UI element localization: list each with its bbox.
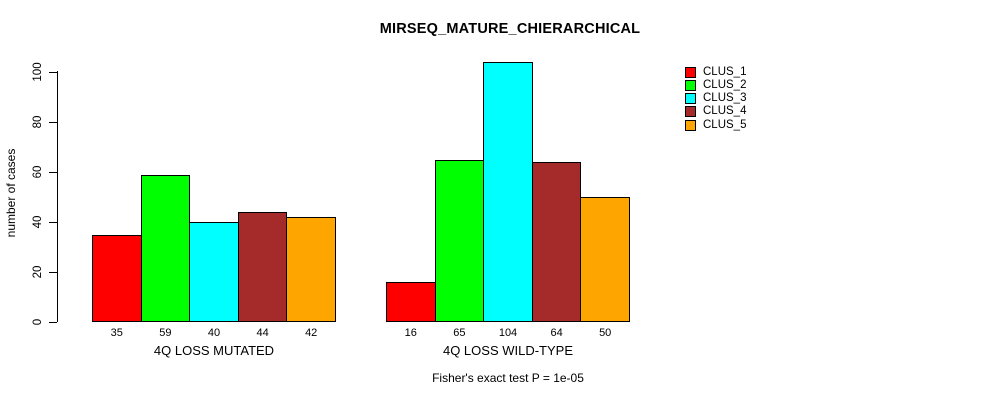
- fisher-test-footnote: Fisher's exact test P = 1e-05: [432, 371, 584, 385]
- bar-clus_5-group1: [286, 217, 336, 322]
- bar-value-label: 104: [498, 327, 518, 339]
- y-tick-label-40: 40: [32, 215, 44, 229]
- legend-label: CLUS_1: [703, 65, 747, 78]
- bar-clus_4-group1: [237, 212, 288, 322]
- y-tick-label-80: 80: [32, 115, 44, 129]
- bar-value-label: 16: [404, 327, 417, 339]
- bar-value-label: 44: [256, 327, 269, 339]
- group-label-mutated: 4Q LOSS MUTATED: [153, 343, 275, 358]
- chart-title: MIRSEQ_MATURE_CHIERARCHICAL: [379, 21, 641, 37]
- bar-clus_1-group2: [386, 282, 436, 322]
- bar-value-label: 65: [453, 327, 466, 339]
- legend-item-clus_1: CLUS_1: [685, 66, 746, 78]
- bar-clus_3-group1: [189, 222, 239, 322]
- y-tick-label-100: 100: [32, 62, 44, 82]
- legend-item-clus_4: CLUS_4: [685, 106, 746, 118]
- legend-label: CLUS_3: [703, 92, 747, 105]
- bar-clus_4-group2: [531, 162, 582, 322]
- y-tick-label-0: 0: [32, 318, 44, 326]
- legend-swatch-clus_5: [685, 119, 696, 131]
- group-label-wild-type: 4Q LOSS WILD-TYPE: [442, 343, 574, 358]
- legend-item-clus_2: CLUS_2: [685, 79, 746, 91]
- y-tick-mark-20: [49, 271, 57, 273]
- y-tick-mark-40: [49, 221, 57, 223]
- y-tick-mark-60: [49, 171, 57, 173]
- legend-swatch-clus_2: [685, 79, 696, 91]
- bar-clus_5-group2: [580, 197, 630, 322]
- bar-value-label: 35: [110, 327, 123, 339]
- legend-swatch-clus_3: [685, 93, 696, 105]
- bar-value-label: 59: [159, 327, 172, 339]
- bar-clus_1-group1: [92, 234, 142, 322]
- legend-swatch-clus_4: [685, 106, 696, 118]
- legend-label: CLUS_5: [703, 118, 747, 131]
- legend-label: CLUS_2: [703, 78, 747, 91]
- bar-clus_2-group1: [140, 174, 191, 322]
- y-tick-mark-0: [49, 321, 57, 323]
- legend-item-clus_3: CLUS_3: [685, 92, 747, 105]
- bar-clus_3-group2: [483, 62, 533, 322]
- y-axis-line: [57, 71, 58, 322]
- bar-value-label: 42: [305, 327, 318, 339]
- legend-swatch-clus_1: [685, 66, 696, 78]
- bar-value-label: 40: [207, 327, 221, 339]
- bar-value-label: 64: [550, 327, 563, 339]
- legend-label: CLUS_4: [703, 105, 747, 118]
- y-axis-title: number of cases: [4, 148, 18, 238]
- y-tick-label-20: 20: [32, 265, 44, 279]
- y-tick-mark-80: [49, 121, 57, 123]
- legend-item-clus_5: CLUS_5: [685, 119, 746, 131]
- y-tick-label-60: 60: [32, 165, 44, 179]
- bar-value-label: 50: [599, 327, 612, 339]
- y-tick-mark-100: [49, 71, 57, 73]
- bar-clus_2-group2: [434, 159, 485, 322]
